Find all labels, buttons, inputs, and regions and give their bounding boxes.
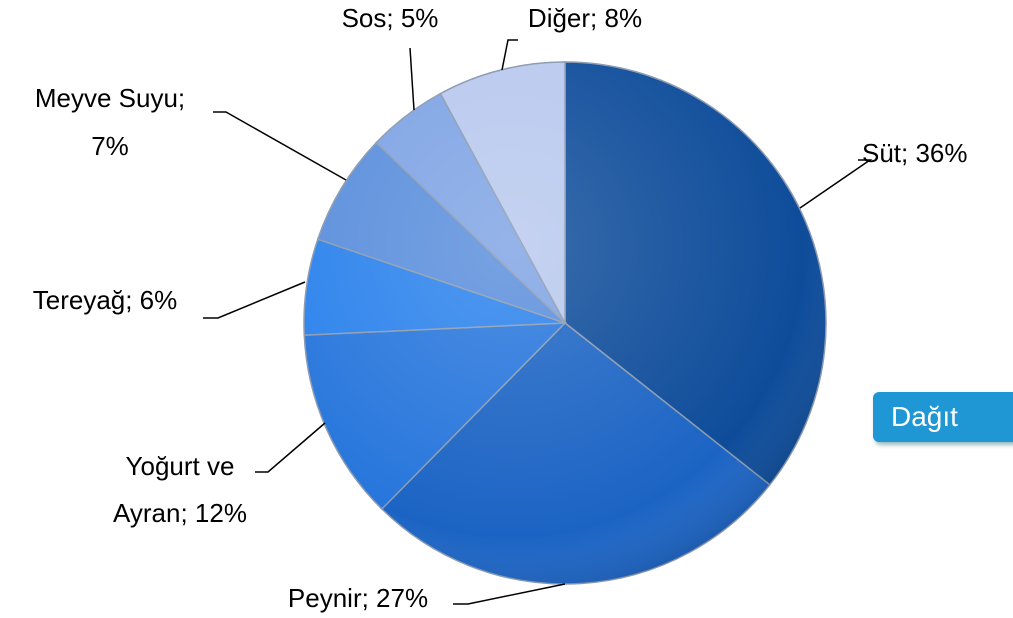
data-label: Peynir; 27% <box>288 583 428 613</box>
leader-line <box>453 583 566 605</box>
leader-line <box>799 159 873 209</box>
data-label: Sos; 5% <box>342 3 439 33</box>
data-label: Yoğurt ve <box>126 451 235 481</box>
leader-line <box>213 111 347 181</box>
leader-line <box>255 422 326 473</box>
data-label: Meyve Suyu; <box>35 83 185 113</box>
data-label: 7% <box>91 131 129 161</box>
data-label: Ayran; 12% <box>113 498 247 528</box>
leader-line <box>409 47 415 111</box>
leader-line <box>501 39 518 71</box>
data-label: Diğer; 8% <box>528 3 642 33</box>
data-label: Tereyağ; 6% <box>33 285 178 315</box>
data-label: Süt; 36% <box>862 138 968 168</box>
button[interactable]: Dağıt <box>873 392 1013 442</box>
leader-line <box>203 281 306 319</box>
